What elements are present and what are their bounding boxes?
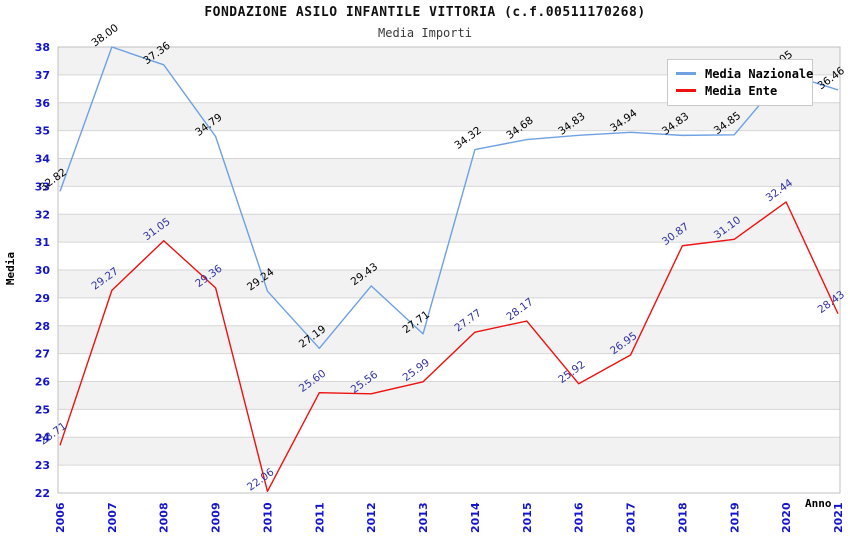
media-ente-line-swatch-icon <box>676 89 696 92</box>
y-tick-label: 31 <box>35 236 50 249</box>
legend-item-media-ente: Media Ente <box>676 82 804 99</box>
x-tick-label: 2007 <box>106 502 119 533</box>
x-tick-label: 2021 <box>832 502 845 533</box>
y-tick-label: 37 <box>35 69 50 82</box>
x-tick-label: 2017 <box>625 502 638 533</box>
y-tick-label: 25 <box>35 403 50 416</box>
legend-item-media-nazionale: Media Nazionale <box>676 65 813 82</box>
y-tick-label: 26 <box>35 376 51 389</box>
point-label-media-ente: 22.06 <box>245 466 277 494</box>
x-tick-label: 2012 <box>365 502 378 533</box>
point-label-media-ente: 25.99 <box>401 357 432 384</box>
y-tick-label: 35 <box>35 125 50 138</box>
y-tick-label: 29 <box>35 292 50 305</box>
y-tick-label: 36 <box>35 97 51 110</box>
plot-area-border <box>57 46 841 494</box>
background-band <box>58 102 840 131</box>
series-line-media-nazionale <box>59 46 839 350</box>
x-tick-label: 2008 <box>158 502 171 533</box>
series-line-media-ente <box>59 201 839 493</box>
chart-subtitle: Media Importi <box>378 26 472 40</box>
y-tick-label: 23 <box>35 459 50 472</box>
y-tick-label: 27 <box>35 348 50 361</box>
background-band <box>58 437 840 466</box>
x-tick-label: 2013 <box>417 502 430 533</box>
x-tick-label: 2014 <box>469 502 482 533</box>
x-tick-label: 2015 <box>521 502 534 533</box>
y-tick-label: 28 <box>35 320 50 333</box>
legend-label: Media Nazionale <box>705 66 814 81</box>
y-tick-label: 32 <box>35 208 50 221</box>
x-tick-label: 2020 <box>780 502 793 533</box>
x-tick-label: 2018 <box>676 502 689 533</box>
background-band <box>58 214 840 243</box>
chart-legend: Media Nazionale Media Ente <box>667 59 813 106</box>
chart-title: FONDAZIONE ASILO INFANTILE VITTORIA (c.f… <box>204 5 646 20</box>
background-band <box>58 381 840 410</box>
x-tick-label: 2009 <box>210 502 223 533</box>
y-tick-label: 30 <box>35 264 51 277</box>
x-tick-label: 2006 <box>54 502 67 533</box>
x-tick-label: 2010 <box>261 502 274 533</box>
media-nazionale-line-swatch-icon <box>676 72 696 75</box>
background-band <box>58 158 840 187</box>
y-tick-label: 33 <box>35 180 50 193</box>
point-label-media-ente: 28.17 <box>504 296 535 323</box>
x-tick-label: 2019 <box>728 502 741 533</box>
y-tick-label: 22 <box>35 487 50 500</box>
background-band <box>58 270 840 298</box>
y-axis-title: Media <box>4 251 18 286</box>
y-tick-label: 34 <box>35 153 51 166</box>
x-tick-label: 2016 <box>573 502 586 533</box>
y-tick-label: 38 <box>35 41 50 54</box>
y-tick-label: 24 <box>35 431 51 444</box>
x-axis-title: Anno <box>805 497 832 510</box>
x-tick-label: 2011 <box>313 502 326 533</box>
legend-label: Media Ente <box>705 83 778 98</box>
background-band <box>58 325 840 354</box>
